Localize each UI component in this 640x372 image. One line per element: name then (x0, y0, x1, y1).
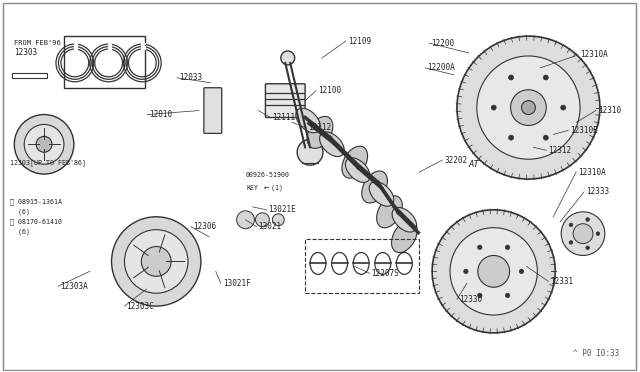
Text: 12200: 12200 (431, 39, 454, 48)
Circle shape (273, 214, 284, 226)
Text: 12303[UP TO FEB'86]: 12303[UP TO FEB'86] (10, 159, 86, 166)
Circle shape (464, 269, 468, 273)
Circle shape (281, 51, 294, 65)
Ellipse shape (296, 108, 321, 133)
Circle shape (561, 212, 605, 256)
Circle shape (506, 245, 510, 250)
Text: 12310A: 12310A (578, 168, 606, 177)
Text: 12312: 12312 (548, 146, 572, 155)
Text: 00926-51900: 00926-51900 (246, 172, 289, 178)
Text: ^ P0 I0:33: ^ P0 I0:33 (573, 349, 620, 358)
Circle shape (509, 135, 513, 140)
Text: 12331: 12331 (550, 277, 573, 286)
Text: 12310E: 12310E (570, 126, 598, 135)
Text: 12200A: 12200A (427, 63, 455, 73)
Circle shape (450, 228, 538, 315)
Text: 32202: 32202 (444, 156, 467, 165)
Circle shape (506, 293, 510, 298)
Circle shape (124, 230, 188, 293)
Bar (305, 238, 419, 293)
Text: 12207S: 12207S (372, 269, 399, 278)
Circle shape (492, 105, 496, 110)
Text: 12333: 12333 (586, 187, 609, 196)
Text: (6): (6) (10, 209, 30, 215)
Circle shape (543, 75, 548, 80)
Bar (12, 73, 47, 78)
Text: (6): (6) (10, 229, 30, 235)
Text: 12100: 12100 (318, 86, 341, 95)
Ellipse shape (369, 182, 394, 206)
Circle shape (478, 256, 509, 287)
Text: AT: AT (469, 160, 479, 169)
Circle shape (477, 293, 482, 298)
Ellipse shape (392, 221, 417, 253)
Circle shape (457, 36, 600, 179)
Text: Ⓑ 08170-61410: Ⓑ 08170-61410 (10, 219, 62, 225)
Circle shape (522, 101, 536, 115)
Circle shape (573, 224, 593, 244)
Circle shape (586, 246, 589, 250)
Text: 12033: 12033 (179, 73, 202, 82)
Text: KEY $\leftarrow$(1): KEY $\leftarrow$(1) (246, 183, 282, 193)
FancyBboxPatch shape (266, 84, 305, 118)
Text: 12303C: 12303C (127, 302, 154, 311)
Text: ⓦ 08915-1361A: ⓦ 08915-1361A (10, 199, 62, 205)
Circle shape (561, 105, 566, 110)
Ellipse shape (346, 158, 370, 182)
Text: 12310A: 12310A (580, 51, 608, 60)
Ellipse shape (392, 208, 417, 232)
FancyBboxPatch shape (204, 88, 221, 134)
Text: 12109: 12109 (348, 36, 371, 46)
Circle shape (36, 137, 52, 152)
Text: 13021: 13021 (259, 222, 282, 231)
Circle shape (519, 269, 524, 273)
Ellipse shape (342, 146, 367, 178)
Circle shape (24, 125, 64, 164)
Circle shape (141, 247, 171, 276)
Text: 12112: 12112 (308, 123, 332, 132)
Text: 12010: 12010 (149, 110, 172, 119)
Circle shape (237, 211, 255, 229)
Text: 13021E: 13021E (268, 205, 296, 214)
Circle shape (586, 218, 589, 221)
Circle shape (543, 135, 548, 140)
Bar (64, 36, 145, 88)
Ellipse shape (307, 116, 333, 148)
Text: 12310: 12310 (598, 106, 621, 115)
Circle shape (111, 217, 201, 306)
Circle shape (569, 241, 573, 244)
Text: FROM FEB'96: FROM FEB'96 (14, 40, 61, 46)
Text: 12306: 12306 (193, 222, 216, 231)
Circle shape (255, 213, 269, 227)
Ellipse shape (362, 171, 387, 203)
Circle shape (432, 210, 556, 333)
Circle shape (477, 56, 580, 159)
Circle shape (509, 75, 513, 80)
Text: 12303: 12303 (14, 48, 37, 57)
Text: 13021F: 13021F (223, 279, 250, 288)
Ellipse shape (376, 196, 403, 228)
Text: 12303A: 12303A (60, 282, 88, 291)
Circle shape (569, 223, 573, 227)
Text: 12330: 12330 (459, 295, 482, 304)
Circle shape (14, 115, 74, 174)
Circle shape (477, 245, 482, 250)
Circle shape (596, 232, 600, 235)
Ellipse shape (319, 132, 344, 157)
Circle shape (511, 90, 547, 125)
Circle shape (297, 140, 323, 165)
Text: 12111: 12111 (273, 113, 296, 122)
